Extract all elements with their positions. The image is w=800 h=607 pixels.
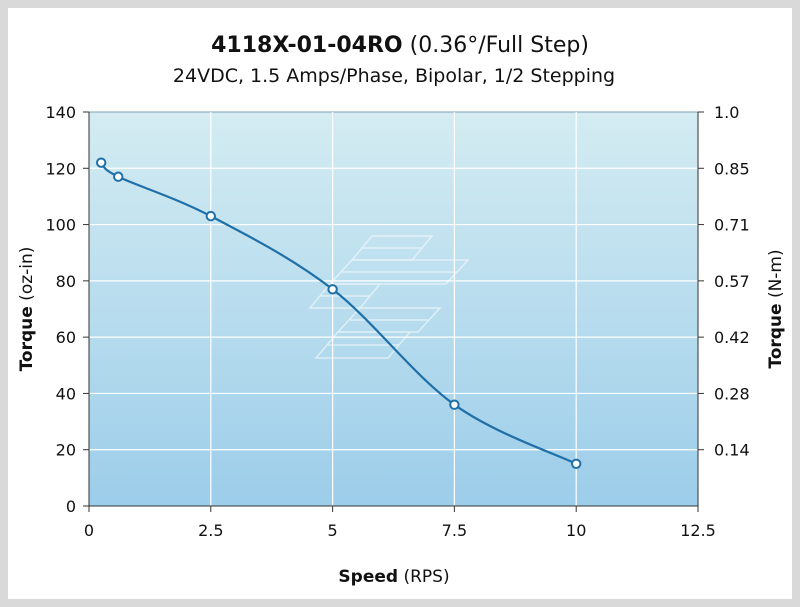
data-point xyxy=(95,157,107,168)
y-tick-label: 20 xyxy=(56,441,76,460)
y2-tick-label: 0.85 xyxy=(714,159,750,178)
data-point xyxy=(571,458,582,469)
chart-subtitle: 24VDC, 1.5 Amps/Phase, Bipolar, 1/2 Step… xyxy=(173,65,615,87)
x-tick-label: 10 xyxy=(566,521,586,540)
y-axis-label: Torque (oz-in) xyxy=(17,247,37,372)
series-torque xyxy=(95,157,582,469)
data-point xyxy=(327,284,338,295)
x-tick-label: 7.5 xyxy=(442,521,467,540)
y-tick-label: 100 xyxy=(45,216,76,235)
x-tick-label: 2.5 xyxy=(198,521,223,540)
y-tick-label: 140 xyxy=(45,103,76,122)
y-tick-label: 40 xyxy=(56,384,76,403)
y-tick-label: 0 xyxy=(66,497,76,516)
y2-tick-label: 0.57 xyxy=(714,272,750,291)
data-point xyxy=(205,210,217,222)
plot-area xyxy=(88,111,699,507)
grid-lines xyxy=(89,112,698,506)
y2-tick-label: 0.28 xyxy=(714,384,750,403)
data-point xyxy=(113,171,124,182)
axes: 0 2.5 5 7.5 10 12.5 0 20 40 60 80 100 120 140 0.14 0.28… xyxy=(45,103,749,540)
y2-tick-label: 0.14 xyxy=(714,441,750,460)
x-tick-label: 0 xyxy=(84,521,94,540)
x-tick-label: 12.5 xyxy=(680,521,716,540)
y-tick-label: 60 xyxy=(56,328,76,347)
y2-tick-label: 0.71 xyxy=(714,216,750,235)
y2-tick-label: 0.42 xyxy=(714,328,750,347)
watermark-logo xyxy=(308,235,470,359)
x-tick-label: 5 xyxy=(328,521,338,540)
x-axis-label: Speed (RPS) xyxy=(338,567,449,587)
y2-tick-label: 1.0 xyxy=(714,103,739,122)
data-point xyxy=(449,399,460,410)
y2-axis-label: Torque (N-m) xyxy=(766,249,786,368)
y-tick-label: 120 xyxy=(45,159,76,178)
y-tick-label: 80 xyxy=(56,272,76,291)
chart-title: 4118X-01-04RO (0.36°/Full Step) xyxy=(211,33,589,58)
